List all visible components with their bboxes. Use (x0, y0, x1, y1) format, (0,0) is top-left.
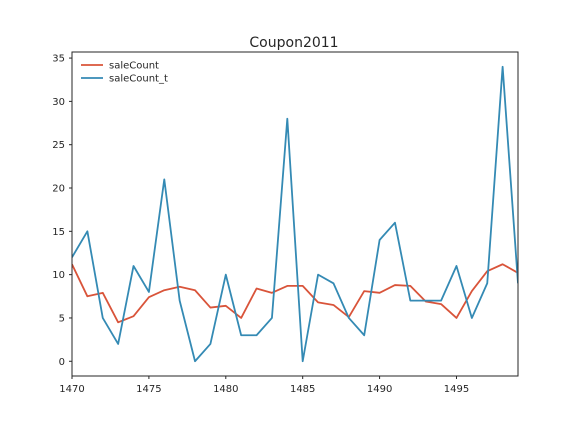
x-tick-label: 1470 (59, 384, 84, 395)
x-tick-label: 1485 (290, 384, 315, 395)
legend-label-saleCount: saleCount (109, 61, 159, 72)
series-line-saleCount_t (72, 65, 518, 363)
x-tick-label: 1480 (213, 384, 238, 395)
chart-title: Coupon2011 (249, 35, 338, 51)
y-tick-label: 5 (59, 313, 65, 324)
series-line-saleCount (72, 263, 518, 324)
x-tick-label: 1495 (444, 384, 469, 395)
legend-label-saleCount_t: saleCount_t (109, 74, 168, 85)
y-tick-label: 25 (52, 140, 65, 151)
y-tick-label: 35 (52, 54, 65, 65)
series-layer (72, 65, 518, 363)
x-tick-label: 1490 (367, 384, 392, 395)
y-tick-label: 10 (52, 270, 65, 281)
x-axis: 1470 1475 1480 1485 1490 1495 (59, 376, 469, 395)
y-tick-label: 15 (52, 227, 65, 238)
y-tick-label: 30 (52, 97, 65, 108)
x-tick-label: 1475 (136, 384, 161, 395)
legend: saleCount saleCount_t (81, 61, 168, 85)
y-tick-label: 20 (52, 184, 65, 195)
plot-area-frame (71, 51, 519, 377)
y-axis: 0 5 10 15 20 25 30 35 (52, 54, 72, 368)
y-tick-label: 0 (59, 357, 65, 368)
